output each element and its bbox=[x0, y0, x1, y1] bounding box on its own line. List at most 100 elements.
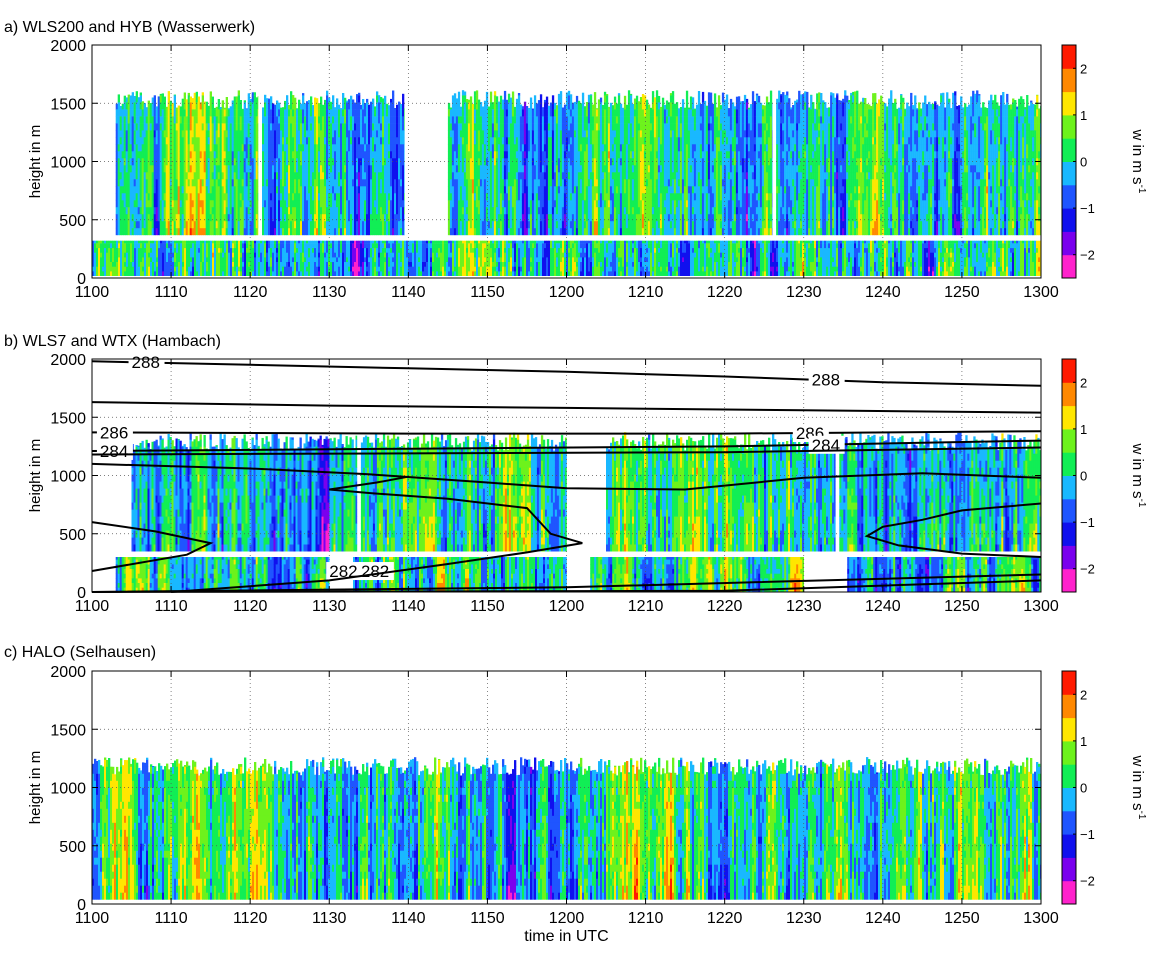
heatmap-cell bbox=[231, 137, 234, 145]
heatmap-cell bbox=[523, 123, 527, 131]
heatmap-cell bbox=[491, 172, 495, 180]
heatmap-cell bbox=[330, 227, 333, 236]
heatmap-cell bbox=[577, 186, 581, 194]
heatmap-cell bbox=[262, 220, 265, 229]
heatmap-cell bbox=[449, 186, 453, 194]
heatmap-cell bbox=[380, 158, 383, 166]
heatmap-cell bbox=[657, 96, 661, 103]
heatmap-cell bbox=[571, 193, 575, 201]
heatmap-cell bbox=[249, 98, 252, 103]
heatmap-cell bbox=[195, 102, 198, 110]
heatmap-cell bbox=[366, 98, 369, 103]
heatmap-cell bbox=[489, 91, 493, 96]
heatmap-cell bbox=[284, 213, 287, 222]
heatmap-cell bbox=[394, 137, 397, 145]
heatmap-cell bbox=[629, 102, 633, 110]
heatmap-cell bbox=[314, 165, 317, 173]
heatmap-cell bbox=[141, 109, 144, 117]
heatmap-cell bbox=[511, 116, 515, 124]
heatmap-cell bbox=[219, 165, 222, 173]
heatmap-cell bbox=[384, 144, 387, 152]
heatmap-cell bbox=[611, 144, 615, 152]
heatmap-cell bbox=[139, 172, 142, 180]
heatmap-cell bbox=[296, 172, 299, 180]
heatmap-cell bbox=[296, 108, 299, 110]
heatmap-cell bbox=[533, 158, 537, 166]
heatmap-cell bbox=[187, 116, 190, 124]
heatmap-cell bbox=[627, 220, 631, 229]
heatmap-cell bbox=[372, 137, 375, 145]
heatmap-cell bbox=[231, 199, 234, 208]
heatmap-cell bbox=[338, 220, 341, 229]
heatmap-cell bbox=[629, 93, 633, 96]
heatmap-cell bbox=[264, 165, 267, 173]
heatmap-cell bbox=[276, 213, 279, 222]
heatmap-cell bbox=[239, 199, 242, 208]
heatmap-cell bbox=[573, 172, 577, 180]
heatmap-cell bbox=[276, 206, 279, 215]
heatmap-cell bbox=[501, 123, 505, 131]
heatmap-cell bbox=[577, 220, 581, 229]
heatmap-cell bbox=[153, 206, 156, 215]
heatmap-cell bbox=[473, 199, 477, 208]
heatmap-cell bbox=[179, 193, 182, 201]
heatmap-cell bbox=[223, 123, 226, 131]
heatmap-cell bbox=[262, 193, 265, 201]
heatmap-cell bbox=[215, 199, 218, 208]
heatmap-cell bbox=[356, 109, 359, 117]
heatmap-cell bbox=[249, 165, 252, 173]
heatmap-cell bbox=[163, 220, 166, 229]
heatmap-cell bbox=[117, 179, 120, 187]
heatmap-cell bbox=[501, 144, 505, 152]
heatmap-cell bbox=[145, 137, 148, 145]
heatmap-cell bbox=[217, 193, 220, 201]
heatmap-cell bbox=[625, 227, 629, 236]
heatmap-cell bbox=[635, 137, 639, 145]
heatmap-cell bbox=[531, 186, 535, 194]
heatmap-cell bbox=[461, 137, 465, 145]
heatmap-cell bbox=[239, 186, 242, 194]
heatmap-cell bbox=[453, 116, 457, 124]
heatmap-cell bbox=[613, 172, 617, 180]
heatmap-cell bbox=[173, 227, 176, 236]
heatmap-cell bbox=[276, 123, 279, 131]
heatmap-cell bbox=[165, 227, 168, 236]
heatmap-cell bbox=[629, 227, 633, 236]
heatmap-cell bbox=[211, 206, 214, 215]
heatmap-cell bbox=[302, 227, 305, 236]
heatmap-cell bbox=[505, 220, 509, 229]
heatmap-cell bbox=[127, 94, 130, 96]
heatmap-cell bbox=[463, 165, 467, 173]
heatmap-cell bbox=[302, 151, 305, 159]
heatmap-cell bbox=[635, 158, 639, 166]
heatmap-cell bbox=[653, 199, 657, 208]
heatmap-cell bbox=[398, 220, 401, 229]
heatmap-cell bbox=[451, 158, 455, 166]
heatmap-cell bbox=[495, 206, 499, 215]
heatmap-cell bbox=[611, 227, 615, 236]
heatmap-cell bbox=[217, 179, 220, 187]
heatmap-cell bbox=[619, 144, 623, 152]
heatmap-cell bbox=[617, 123, 621, 131]
heatmap-cell bbox=[344, 206, 347, 215]
heatmap-cell bbox=[282, 193, 285, 201]
heatmap-cell bbox=[159, 220, 162, 229]
heatmap-cell bbox=[531, 172, 535, 180]
heatmap-cell bbox=[501, 199, 505, 208]
heatmap-cell bbox=[288, 104, 291, 110]
heatmap-cell bbox=[241, 213, 244, 222]
heatmap-cell bbox=[245, 199, 248, 208]
heatmap-cell bbox=[340, 213, 343, 222]
heatmap-cell bbox=[633, 137, 637, 145]
heatmap-cell bbox=[308, 100, 311, 103]
heatmap-cell bbox=[567, 220, 571, 229]
heatmap-cell bbox=[336, 172, 339, 180]
heatmap-cell bbox=[597, 116, 601, 124]
heatmap-cell bbox=[129, 109, 132, 117]
heatmap-cell bbox=[135, 199, 138, 208]
heatmap-cell bbox=[597, 144, 601, 152]
heatmap-cell bbox=[607, 206, 611, 215]
heatmap-cell bbox=[547, 227, 551, 236]
heatmap-cell bbox=[342, 144, 345, 152]
heatmap-cell bbox=[469, 206, 473, 215]
